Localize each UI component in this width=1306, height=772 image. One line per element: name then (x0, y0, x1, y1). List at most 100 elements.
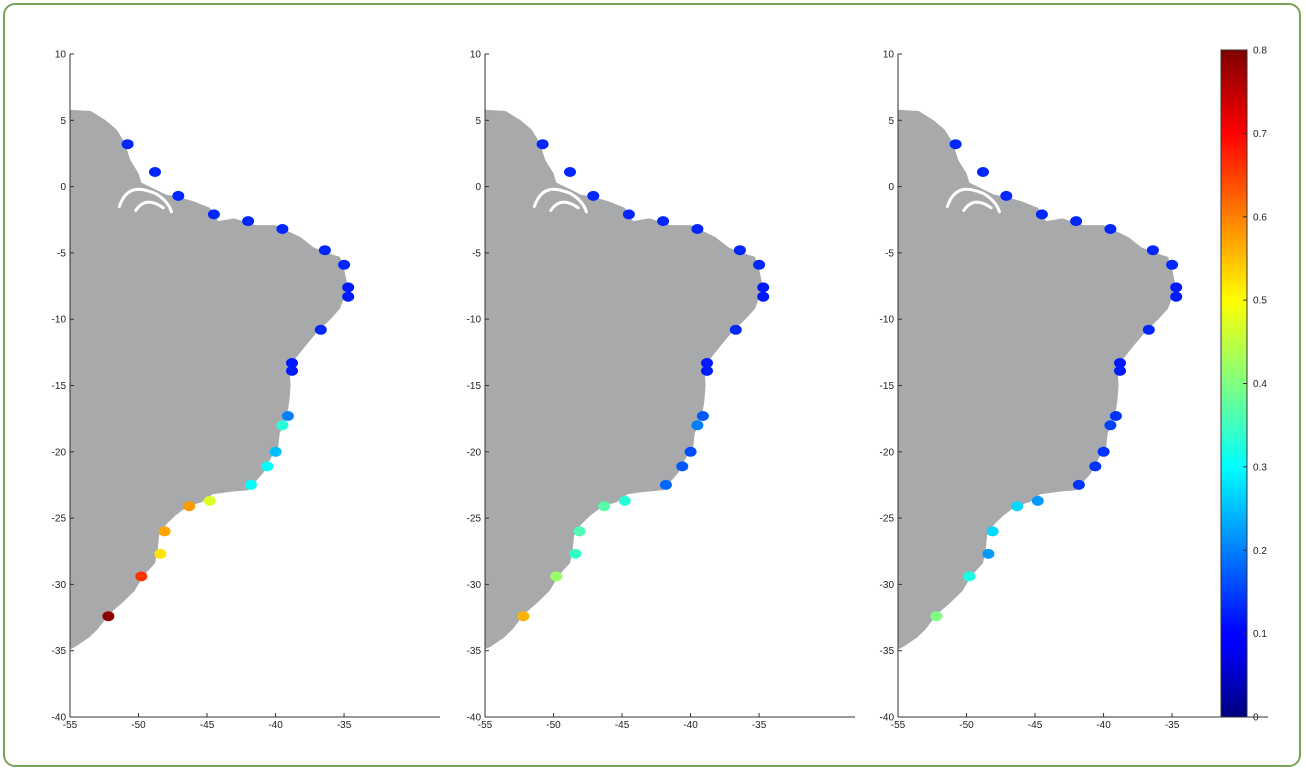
y-tick-label: 0 (475, 182, 481, 193)
station-point (154, 548, 167, 559)
station-point (622, 209, 635, 220)
colorbar-tick-label: 0.3 (1253, 462, 1267, 473)
x-tick-label: -45 (615, 720, 630, 731)
station-point (183, 501, 196, 512)
x-tick-label: -50 (546, 720, 561, 731)
station-point (1097, 446, 1110, 457)
station-point (696, 411, 709, 421)
x-tick-label: -40 (1096, 720, 1111, 731)
x-tick-label: -45 (1028, 720, 1043, 731)
y-tick-label: -5 (57, 248, 66, 259)
y-tick-label: -25 (467, 514, 482, 525)
y-tick-label: -5 (472, 248, 481, 259)
y-tick-label: 5 (60, 116, 66, 127)
land-shape (70, 109, 347, 717)
station-point (1072, 479, 1085, 490)
x-tick-label: -55 (478, 720, 493, 731)
colorbar-tick-label: 0.8 (1253, 46, 1267, 57)
station-point (1070, 216, 1083, 227)
x-tick-label: -35 (1165, 720, 1180, 731)
y-tick-label: -15 (467, 381, 482, 392)
station-point (1104, 224, 1117, 234)
y-tick-label: -25 (52, 514, 67, 525)
station-point (158, 526, 171, 537)
station-point (203, 495, 216, 506)
x-tick-label: -35 (752, 720, 767, 731)
station-point (757, 291, 770, 302)
y-tick-label: -35 (880, 646, 895, 657)
station-point (1011, 501, 1024, 512)
station-point (1166, 259, 1179, 270)
river-mouth-shape (945, 187, 1001, 214)
station-point (598, 501, 611, 512)
station-point (121, 139, 134, 150)
station-point (338, 259, 351, 270)
station-point (1109, 411, 1122, 421)
station-point (1031, 495, 1044, 506)
x-tick-label: -50 (959, 720, 974, 731)
x-tick-label: -40 (268, 720, 283, 731)
station-point (1170, 291, 1183, 302)
station-point (676, 461, 689, 472)
station-point (269, 446, 282, 457)
station-point (657, 216, 670, 227)
y-tick-label: -5 (885, 248, 894, 259)
station-point (691, 224, 704, 234)
station-point (1142, 324, 1155, 335)
y-tick-label: -35 (52, 646, 67, 657)
station-point (1089, 461, 1102, 472)
station-point (342, 282, 355, 293)
station-point (573, 526, 586, 537)
station-point (1000, 190, 1013, 201)
y-tick-label: -15 (52, 381, 67, 392)
river-mouth-shape (117, 187, 173, 214)
colorbar-tick-label: 0 (1253, 713, 1259, 724)
y-tick-label: -30 (880, 580, 895, 591)
y-tick-label: -10 (880, 315, 895, 326)
station-point (618, 495, 631, 506)
colorbar-tick-label: 0.4 (1253, 379, 1267, 390)
station-point (564, 167, 576, 177)
y-tick-label: -20 (880, 447, 895, 458)
station-point (1114, 358, 1126, 368)
river-mouth-shape (532, 187, 588, 214)
colorbar-gradient (1220, 49, 1248, 718)
station-point (986, 526, 999, 537)
station-point (1114, 365, 1126, 376)
station-point (982, 548, 995, 559)
station-point (276, 224, 289, 234)
station-point (691, 420, 704, 431)
station-point (102, 611, 115, 622)
y-tick-label: -15 (880, 381, 895, 392)
station-point (244, 479, 257, 490)
land-shape (898, 109, 1175, 717)
station-point (659, 479, 672, 490)
station-point (517, 611, 530, 622)
y-tick-label: -40 (52, 713, 67, 724)
station-point (314, 324, 327, 335)
station-point (701, 365, 713, 376)
y-tick-label: -35 (467, 646, 482, 657)
station-point (281, 411, 294, 421)
colorbar-tick-label: 0.2 (1253, 546, 1267, 557)
station-point (977, 167, 989, 177)
station-point (207, 209, 220, 220)
colorbar-tick-label: 0.5 (1253, 296, 1267, 307)
station-point (172, 190, 185, 201)
y-tick-label: 10 (55, 50, 67, 61)
station-point (1170, 282, 1183, 293)
x-tick-label: -50 (131, 720, 146, 731)
station-point (753, 259, 766, 270)
station-point (242, 216, 255, 227)
station-point (286, 365, 298, 376)
station-point (1035, 209, 1048, 220)
y-tick-label: -10 (52, 315, 67, 326)
station-point (701, 358, 713, 368)
station-point (149, 167, 161, 177)
station-point (569, 548, 582, 559)
y-tick-label: 5 (475, 116, 481, 127)
station-point (318, 245, 331, 256)
colorbar: 0 0.1 0.2 0.3 0.4 0.5 0.6 0.7 0.8 (1220, 46, 1267, 724)
